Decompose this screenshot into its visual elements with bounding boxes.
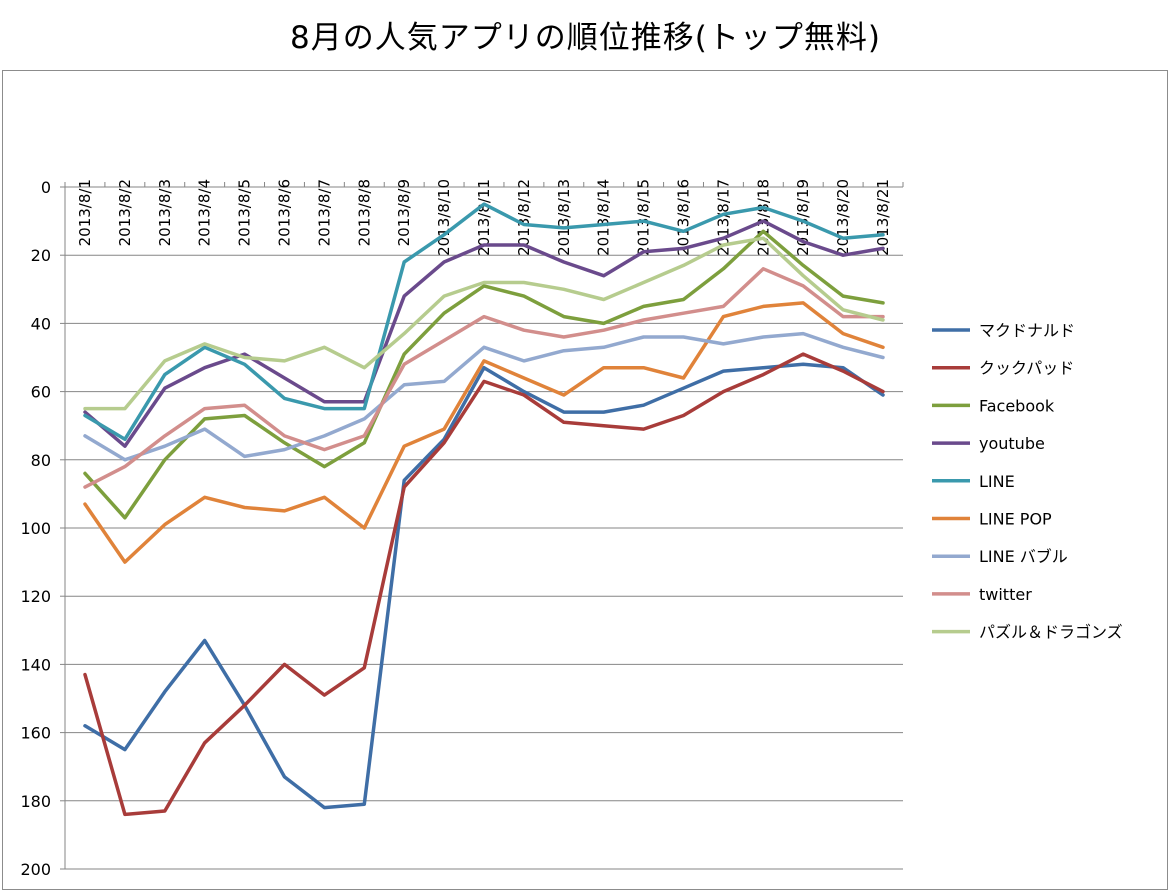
legend-label: LINE バブル [979,547,1068,566]
x-tick-label: 2013/8/16 [675,179,693,256]
legend-label: LINE [979,472,1015,491]
y-tick-label: 80 [31,451,51,470]
series-line [83,202,885,442]
x-tick-label: 2013/8/19 [794,179,812,256]
x-tick-label: 2013/8/14 [595,179,613,256]
x-tick-label: 2013/8/8 [355,179,373,246]
chart-title: 8月の人気アプリの順位推移(トップ無料) [290,20,881,56]
x-tick-label: 2013/8/11 [475,179,493,256]
legend-label: twitter [979,585,1032,604]
y-tick-label: 120 [20,587,51,606]
x-tick-label: 2013/8/21 [874,179,892,256]
x-tick-label: 2013/8/12 [515,179,533,256]
y-tick-label: 60 [31,383,51,402]
legend-label: マクドナルド [979,321,1075,340]
chart-frame [2,70,1168,890]
series-line [83,362,885,810]
y-tick-label: 140 [20,655,51,674]
y-tick-label: 160 [20,724,51,743]
x-tick-label: 2013/8/3 [156,179,174,246]
series-line [83,229,885,520]
series-line [83,352,885,817]
series-line [83,219,885,448]
y-tick-label: 20 [31,246,51,265]
axes [60,182,904,870]
x-tick-label: 2013/8/6 [275,179,293,246]
x-tick-label: 2013/8/4 [196,179,214,246]
y-tick-label: 200 [20,860,51,879]
y-tick-labels: 0 20 40 60 80 100 120 140 160 180 200 [20,178,51,879]
gridlines [65,186,903,870]
x-tick-label: 2013/8/2 [116,179,134,246]
series-line [83,301,885,564]
series-line [83,236,885,411]
y-tick-label: 180 [20,792,51,811]
legend-label: youtube [979,434,1045,453]
x-tick-label: 2013/8/15 [635,179,653,256]
legend-label: Facebook [979,396,1055,415]
x-tick-label: 2013/8/10 [435,179,453,256]
x-tick-label: 2013/8/20 [834,179,852,256]
x-tick-label: 2013/8/13 [555,179,573,256]
x-tick-label: 2013/8/1 [76,179,94,246]
series-line [83,331,885,462]
y-tick-label: 40 [31,314,51,333]
x-tick-label: 2013/8/7 [315,179,333,246]
x-tick-label: 2013/8/9 [395,179,413,246]
legend-label: LINE POP [979,510,1052,529]
y-tick-label: 0 [41,178,51,197]
x-tick-label: 2013/8/5 [236,179,254,246]
legend-label: クックパッド [979,359,1074,378]
y-tick-label: 100 [20,519,51,538]
legend-label: パズル＆ドラゴンズ [979,623,1123,642]
series-lines [83,202,885,817]
x-tick-labels: 2013/8/1 2013/8/2 2013/8/3 2013/8/4 2013/8/5… [76,179,892,256]
series-line [83,267,885,489]
